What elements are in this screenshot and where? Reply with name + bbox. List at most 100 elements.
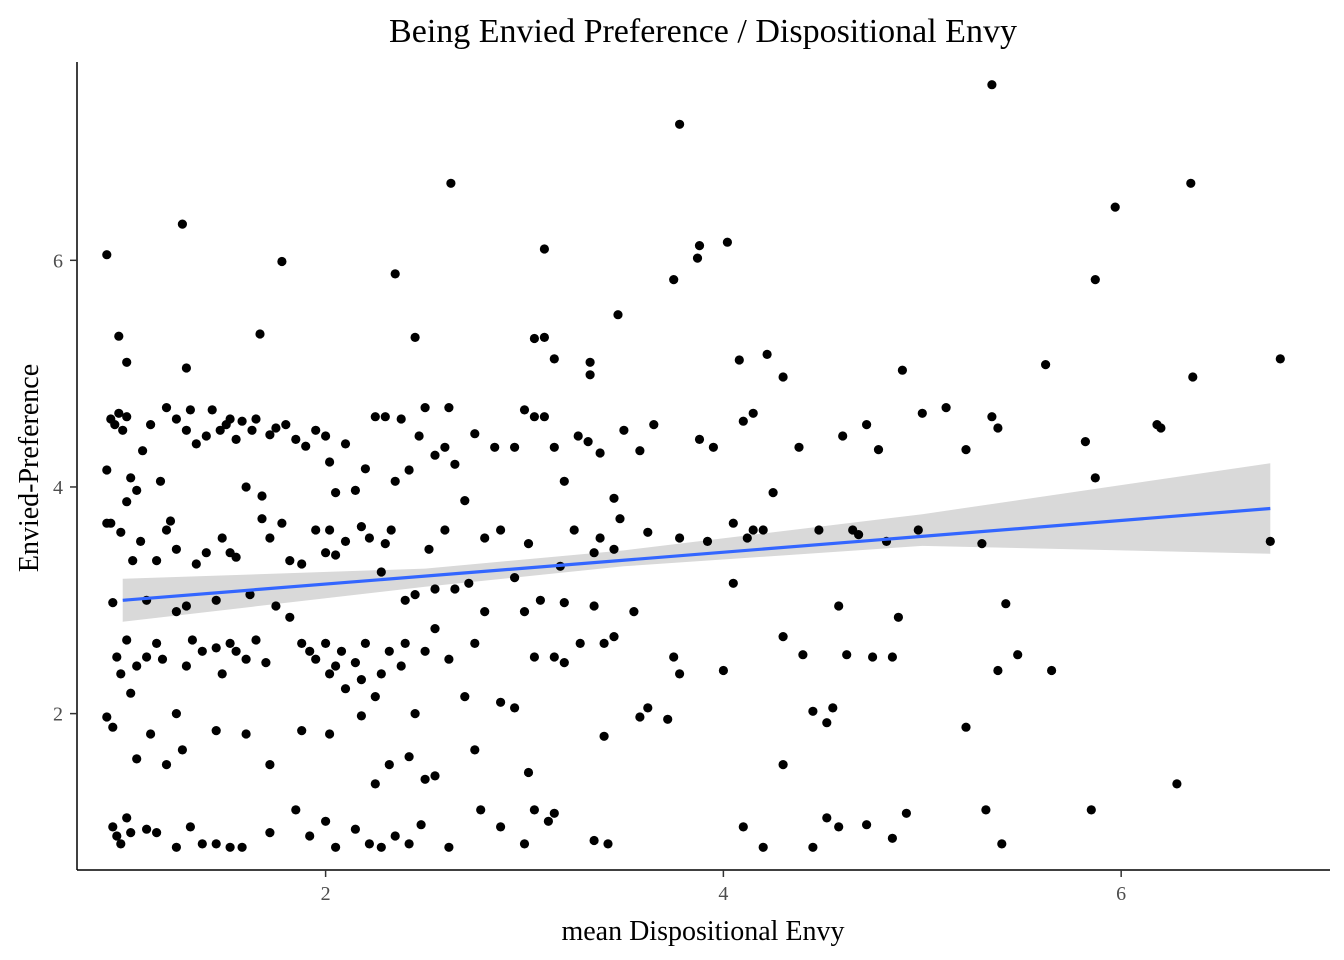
data-point: [241, 482, 251, 492]
data-point: [509, 442, 520, 452]
data-point: [1186, 178, 1196, 188]
data-point: [225, 638, 235, 649]
data-point: [325, 729, 335, 739]
data-point: [265, 760, 275, 770]
data-point: [728, 578, 738, 588]
data-point: [297, 726, 307, 736]
data-point: [416, 820, 426, 830]
data-point: [181, 363, 191, 373]
data-point: [191, 439, 201, 449]
data-point: [496, 822, 506, 832]
data-point: [128, 556, 138, 566]
data-point: [410, 709, 420, 719]
data-point: [430, 584, 440, 594]
data-point: [265, 828, 275, 838]
data-point: [430, 624, 440, 634]
data-point: [215, 425, 225, 435]
data-point: [396, 661, 406, 671]
data-point: [311, 425, 321, 435]
data-point: [356, 522, 366, 532]
data-point: [291, 434, 301, 444]
data-point: [549, 808, 559, 818]
data-point: [360, 464, 370, 474]
data-point: [738, 416, 748, 426]
data-point: [460, 692, 470, 702]
data-point: [585, 357, 595, 367]
data-point: [390, 269, 400, 279]
data-point: [420, 403, 430, 413]
data-point: [185, 405, 195, 415]
data-point: [1041, 360, 1051, 370]
data-point: [595, 533, 605, 543]
data-point: [102, 250, 112, 260]
data-point: [112, 652, 122, 662]
data-point: [609, 493, 619, 503]
data-point: [1013, 650, 1023, 660]
data-point: [862, 420, 872, 430]
trend-line-layer: [122, 506, 1271, 602]
data-point: [694, 241, 705, 251]
data-point: [155, 476, 166, 486]
data-point: [603, 839, 613, 849]
data-point: [114, 408, 124, 418]
data-point: [211, 726, 221, 736]
data-point: [350, 658, 360, 668]
data-point: [613, 310, 623, 320]
data-point: [615, 514, 625, 524]
data-point: [535, 595, 546, 605]
data-point: [854, 530, 864, 540]
data-point: [675, 533, 685, 543]
data-point: [549, 652, 559, 662]
data-point: [370, 412, 380, 422]
data-point: [271, 601, 281, 611]
confidence-band-layer: [122, 463, 1271, 622]
data-point: [529, 412, 540, 422]
data-point: [231, 552, 241, 562]
data-point: [410, 590, 420, 600]
data-point: [758, 525, 768, 535]
data-point: [519, 839, 530, 849]
data-point: [245, 590, 255, 600]
data-point: [301, 441, 311, 451]
data-point: [589, 548, 599, 558]
data-point: [321, 816, 331, 826]
data-point: [340, 536, 351, 547]
data-point: [384, 760, 394, 770]
data-point: [808, 706, 818, 716]
data-point: [758, 842, 768, 852]
data-point: [265, 430, 275, 440]
data-point: [675, 119, 685, 129]
data-point: [108, 822, 118, 832]
data-point: [225, 842, 235, 852]
data-point: [414, 431, 424, 441]
data-point: [873, 445, 884, 455]
data-point: [231, 434, 241, 444]
data-point: [350, 485, 360, 495]
data-point: [146, 729, 156, 739]
data-point: [913, 525, 923, 535]
data-point: [794, 442, 804, 452]
data-point: [822, 718, 832, 728]
data-point: [543, 816, 554, 826]
data-point: [675, 669, 685, 679]
data-point: [171, 544, 181, 554]
data-point: [1086, 805, 1096, 815]
data-point: [1156, 423, 1166, 433]
data-point: [297, 638, 307, 649]
data-point: [364, 839, 374, 849]
data-point: [325, 457, 335, 467]
data-point: [325, 525, 335, 535]
data-point: [742, 533, 752, 543]
data-point: [380, 539, 390, 549]
x-tick-label: 6: [1116, 883, 1126, 905]
data-point: [247, 425, 257, 435]
data-point: [201, 431, 211, 441]
data-point: [599, 731, 609, 741]
data-point: [110, 420, 120, 430]
data-point: [331, 550, 341, 560]
data-point: [589, 601, 599, 611]
data-point: [255, 329, 265, 339]
data-point: [331, 661, 341, 671]
data-point: [643, 703, 653, 713]
